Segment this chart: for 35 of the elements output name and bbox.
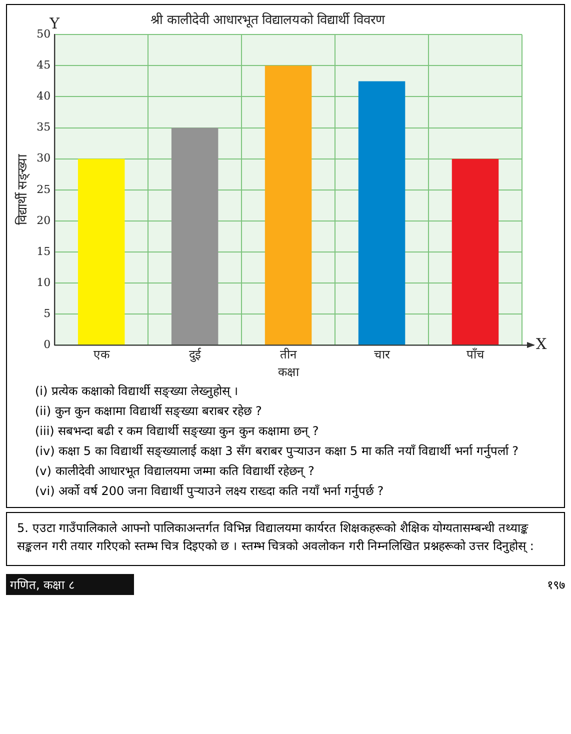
- y-tick-label: 15: [36, 244, 51, 258]
- y-tick-label: 30: [36, 152, 51, 165]
- x-tick-label: तीन: [280, 348, 297, 362]
- y-tick-label: 0: [44, 338, 51, 352]
- y-tick-label: 25: [36, 182, 51, 196]
- y-tick-label: 35: [36, 120, 51, 134]
- bar: [171, 128, 218, 345]
- x-tick-label: दुई: [188, 348, 202, 363]
- text: X: [536, 335, 547, 354]
- text: १९७: [547, 577, 565, 593]
- x-tick-label: एक: [93, 348, 110, 362]
- y-tick-label: 45: [36, 58, 51, 72]
- text: (v) कालीदेवी आधारभूत विद्यालयमा जम्मा कति विद्यार्थी रहेछन् ?: [35, 463, 316, 480]
- bar: [264, 66, 312, 345]
- text: (iii) सबभन्दा बढी र कम विद्यार्थी सङ्ख्या कुन कुन कक्षामा छन् ?: [35, 423, 320, 440]
- text: (i) प्रत्येक कक्षाको विद्यार्थी सङ्ख्या लेख्नुहोस् ।: [35, 383, 240, 400]
- y-tick-label: 40: [36, 90, 51, 103]
- x-axis-title: कक्षा: [278, 365, 300, 380]
- bar: [452, 158, 499, 345]
- x-tick-label: चार: [374, 348, 391, 362]
- bar: [78, 158, 125, 345]
- text: Y: [48, 14, 61, 33]
- text: (ii) कुन कुन कक्षामा विद्यार्थी सङ्ख्या बराबर रहेछ ?: [35, 403, 263, 420]
- text: 5. एउटा गाउँपालिकाले आफ्नो पालिकाअन्तर्गत विभिन्न विद्यालयमा कार्यरत शिक्षकहरूको शैक्षिक योग्यतासम्बन्धी तथ्याङ्क सङ्कलन गरी तयार गरिएको स्तम्भ चित्र दिइएको छ । स्तम्भ चित्रको अवलोकन गरी निम्नलिखित प्रश्नहरूको उत्तर दिनुहोस् :: [6, 512, 565, 566]
- y-tick-label: 20: [36, 214, 51, 227]
- y-tick-label: 5: [44, 307, 51, 320]
- text: गणित, कक्षा ८: [6, 574, 134, 595]
- chart-title: श्री कालीदेवी आधारभूत विद्यालयको विद्यार्थी विवरण: [150, 12, 386, 28]
- text: (iv) कक्षा 5 का विद्यार्थी सङ्ख्यालाई कक्षा 3 सँग बराबर पुऱ्याउन कक्षा 5 मा कति नयाँ विद्यार्थी भर्ना गर्नुपर्ला ?: [35, 443, 520, 460]
- y-tick-label: 50: [36, 27, 51, 40]
- x-tick-label: पाँच: [466, 348, 484, 362]
- text: (vi) अर्को वर्ष 200 जना विद्यार्थी पुऱ्याउने लक्ष्य राख्दा कति नयाँ भर्ना गर्नुपर्छ ?: [35, 483, 385, 500]
- y-tick-label: 10: [36, 276, 51, 289]
- y-axis-title: विद्यार्थी सङ्ख्या: [14, 154, 30, 226]
- bar: [358, 81, 406, 345]
